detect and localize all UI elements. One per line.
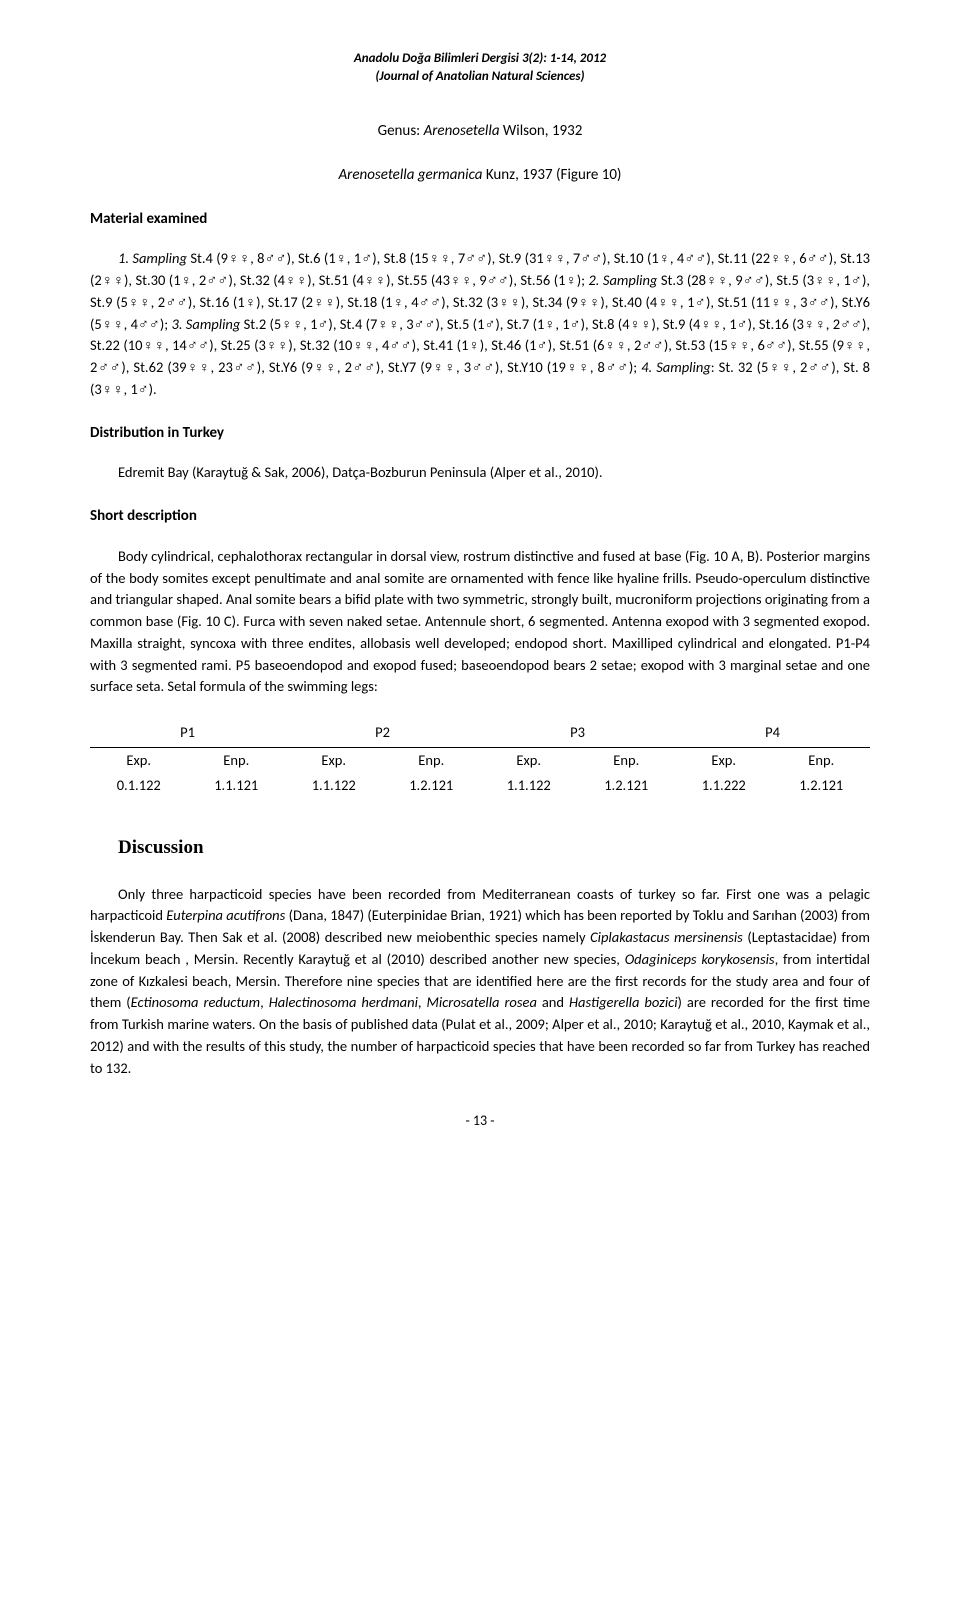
table-cell: 1.2.121 xyxy=(773,773,871,798)
short-description-heading: Short description xyxy=(90,506,870,528)
table-cell: 1.1.122 xyxy=(480,773,578,798)
table-subheader-row: Exp. Enp. Exp. Enp. Exp. Enp. Exp. Enp. xyxy=(90,748,870,774)
discussion-heading: Discussion xyxy=(118,834,870,862)
table-subheader: Exp. xyxy=(675,748,773,774)
table-cell: 1.1.121 xyxy=(188,773,286,798)
table-header: P2 xyxy=(285,720,480,748)
table-subheader: Enp. xyxy=(383,748,481,774)
journal-line2: (Journal of Anatolian Natural Sciences) xyxy=(90,68,870,86)
table-subheader: Enp. xyxy=(578,748,676,774)
table-cell: 1.2.121 xyxy=(578,773,676,798)
journal-header: Anadolu Doğa Bilimleri Dergisi 3(2): 1-1… xyxy=(90,50,870,85)
sampling-paragraph: 1. Sampling St.4 (9♀♀, 8♂♂), St.6 (1♀, 1… xyxy=(90,248,870,400)
journal-line1: Anadolu Doğa Bilimleri Dergisi 3(2): 1-1… xyxy=(90,50,870,68)
table-subheader: Exp. xyxy=(480,748,578,774)
table-value-row: 0.1.122 1.1.121 1.1.122 1.2.121 1.1.122 … xyxy=(90,773,870,798)
page-number: - 13 - xyxy=(90,1111,870,1131)
table-header: P3 xyxy=(480,720,675,748)
table-cell: 1.2.121 xyxy=(383,773,481,798)
short-description-text: Body cylindrical, cephalothorax rectangu… xyxy=(90,546,870,698)
species-line: Arenosetella germanica Kunz, 1937 (Figur… xyxy=(90,165,870,187)
table-subheader: Exp. xyxy=(285,748,383,774)
setal-formula-table: P1 P2 P3 P4 Exp. Enp. Exp. Enp. Exp. Enp… xyxy=(90,720,870,798)
table-subheader: Enp. xyxy=(188,748,286,774)
material-examined-heading: Material examined xyxy=(90,209,870,231)
table-subheader: Exp. xyxy=(90,748,188,774)
table-header: P4 xyxy=(675,720,870,748)
table-group-row: P1 P2 P3 P4 xyxy=(90,720,870,748)
distribution-text: Edremit Bay (Karaytuğ & Sak, 2006), Datç… xyxy=(90,462,870,484)
table-cell: 1.1.122 xyxy=(285,773,383,798)
table-cell: 1.1.222 xyxy=(675,773,773,798)
table-header: P1 xyxy=(90,720,285,748)
table-subheader: Enp. xyxy=(773,748,871,774)
genus-line: Genus: Arenosetella Wilson, 1932 xyxy=(90,121,870,143)
discussion-text: Only three harpacticoid species have bee… xyxy=(90,884,870,1080)
table-cell: 0.1.122 xyxy=(90,773,188,798)
distribution-heading: Distribution in Turkey xyxy=(90,423,870,445)
